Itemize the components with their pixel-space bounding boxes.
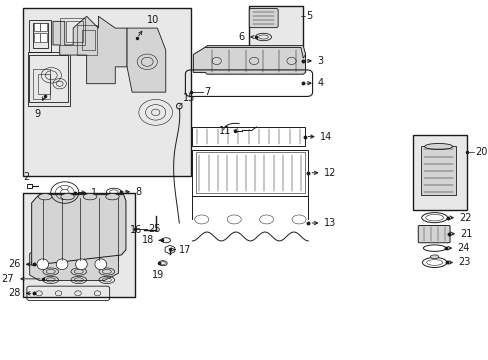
Text: 25: 25	[148, 224, 160, 234]
Text: 26: 26	[8, 259, 20, 269]
Bar	[22, 193, 135, 297]
Text: 18: 18	[142, 235, 154, 245]
Text: 19: 19	[152, 270, 164, 280]
Bar	[41, 23, 47, 31]
Polygon shape	[30, 248, 118, 280]
Text: 6: 6	[238, 32, 244, 42]
Ellipse shape	[429, 255, 438, 258]
Ellipse shape	[39, 194, 52, 200]
Text: 3: 3	[317, 56, 323, 66]
Text: 23: 23	[458, 257, 470, 267]
Polygon shape	[193, 47, 305, 74]
Bar	[29, 55, 68, 102]
Bar	[81, 30, 95, 50]
Bar	[34, 33, 41, 41]
Bar	[192, 127, 304, 146]
Ellipse shape	[56, 259, 68, 270]
Text: 20: 20	[474, 147, 487, 157]
Bar	[33, 68, 49, 99]
Bar	[249, 6, 303, 47]
Text: 17: 17	[179, 244, 191, 255]
Polygon shape	[127, 28, 165, 92]
Text: 4: 4	[317, 78, 323, 88]
Ellipse shape	[37, 259, 48, 270]
Bar	[196, 152, 304, 193]
Bar	[60, 18, 85, 45]
Ellipse shape	[95, 259, 106, 270]
Bar	[420, 147, 455, 195]
Text: 7: 7	[203, 87, 210, 97]
Bar	[34, 23, 41, 31]
Bar	[192, 149, 308, 196]
Text: 12: 12	[323, 168, 335, 178]
Polygon shape	[204, 45, 305, 58]
Ellipse shape	[105, 194, 119, 200]
Text: 27: 27	[1, 274, 14, 284]
Text: 11: 11	[218, 126, 230, 135]
Text: 15: 15	[183, 93, 195, 103]
Bar	[38, 73, 49, 94]
Text: 21: 21	[459, 229, 472, 239]
Text: 8: 8	[135, 187, 141, 197]
Ellipse shape	[76, 259, 87, 270]
Text: 13: 13	[323, 218, 335, 228]
Ellipse shape	[83, 194, 97, 200]
Text: 24: 24	[457, 243, 469, 253]
Bar	[77, 25, 97, 55]
Bar	[29, 20, 51, 52]
Bar	[412, 135, 466, 211]
Bar	[33, 23, 48, 48]
Bar	[28, 52, 70, 105]
FancyBboxPatch shape	[417, 226, 449, 243]
Text: 2: 2	[23, 172, 29, 182]
Bar	[66, 21, 83, 41]
Bar	[22, 8, 191, 176]
Text: 10: 10	[147, 15, 159, 25]
Polygon shape	[53, 16, 127, 84]
Text: 5: 5	[305, 12, 311, 21]
Text: 16: 16	[129, 225, 142, 235]
FancyBboxPatch shape	[249, 8, 278, 28]
Text: 9: 9	[35, 109, 41, 119]
Text: 28: 28	[8, 288, 20, 298]
Polygon shape	[32, 195, 126, 265]
Bar	[41, 33, 47, 41]
Ellipse shape	[424, 143, 452, 149]
Text: 14: 14	[320, 132, 332, 141]
Ellipse shape	[61, 194, 74, 200]
Text: 22: 22	[458, 213, 471, 222]
Text: 1: 1	[91, 188, 97, 198]
